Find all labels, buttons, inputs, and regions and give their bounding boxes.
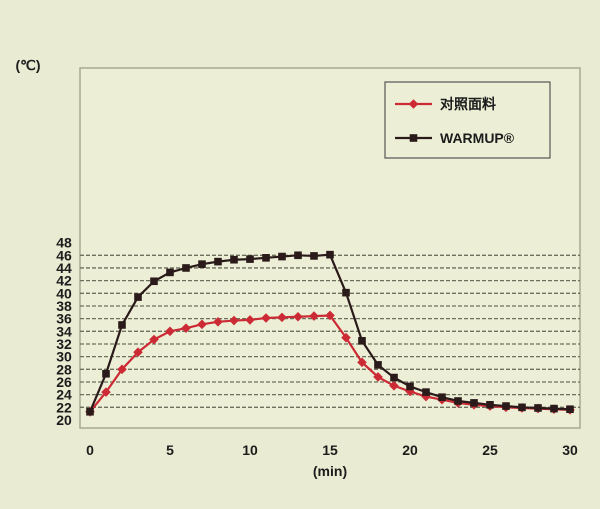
data-point	[390, 373, 398, 382]
data-point	[261, 313, 271, 323]
series-warmup	[86, 250, 574, 416]
data-point	[470, 399, 478, 407]
y-tick-label: 24	[56, 387, 72, 403]
data-point	[134, 293, 142, 301]
data-point	[373, 372, 383, 382]
y-tick-label: 40	[56, 285, 72, 301]
data-point	[358, 337, 366, 345]
legend-item: WARMUP®	[395, 130, 515, 146]
data-point	[294, 251, 302, 260]
data-point	[326, 250, 334, 259]
data-point	[357, 357, 367, 368]
data-point	[150, 277, 158, 286]
data-point	[213, 317, 223, 327]
data-point	[342, 288, 350, 297]
legend-box	[384, 81, 551, 159]
data-point	[149, 334, 159, 345]
data-point	[214, 257, 222, 266]
data-point	[310, 252, 318, 260]
data-point	[534, 404, 542, 412]
data-point	[389, 380, 399, 391]
legend-item: 对照面料	[395, 96, 496, 112]
y-tick-label: 32	[56, 336, 72, 352]
data-point	[182, 264, 190, 272]
y-tick-label: 30	[56, 349, 72, 365]
data-point	[374, 361, 382, 369]
x-tick-label: 25	[482, 442, 498, 458]
data-point	[181, 323, 191, 333]
data-point	[325, 310, 335, 321]
y-tick-label: 34	[56, 323, 72, 339]
y-tick-label: 42	[56, 273, 72, 289]
y-tick-label: 26	[56, 374, 72, 390]
data-point	[454, 397, 462, 405]
data-point	[408, 99, 419, 109]
y-tick-label: 46	[56, 247, 72, 263]
data-point	[518, 403, 526, 412]
data-point	[197, 319, 207, 330]
data-point	[566, 405, 574, 414]
data-point	[550, 404, 558, 413]
y-tick-label: 36	[56, 311, 72, 327]
x-tick-label: 10	[242, 442, 258, 458]
data-point	[245, 315, 255, 325]
x-tick-label: 0	[86, 442, 94, 458]
data-point	[262, 254, 270, 262]
data-point	[309, 311, 319, 321]
data-point	[101, 387, 111, 397]
data-point	[165, 326, 175, 337]
x-tick-label: 20	[402, 442, 418, 458]
data-point	[166, 268, 174, 277]
y-tick-label: 44	[56, 260, 72, 276]
x-tick-label: 5	[166, 442, 174, 458]
data-point	[406, 382, 414, 391]
series-layer	[85, 250, 575, 417]
data-point	[246, 255, 254, 263]
data-point	[422, 388, 430, 396]
data-point	[409, 134, 418, 142]
y-tick-label: 38	[56, 298, 72, 314]
x-axis-label: (min)	[313, 463, 347, 479]
y-tick-label: 28	[56, 361, 72, 377]
y-axis-label: (℃)	[15, 57, 40, 73]
data-point	[117, 364, 127, 375]
data-point	[118, 321, 126, 329]
data-point	[198, 260, 206, 268]
data-point	[341, 332, 351, 343]
x-axis-ticks: 0 5 10 15 20 25 30	[86, 442, 578, 458]
data-point	[229, 315, 239, 326]
y-tick-label: 20	[56, 412, 72, 428]
data-point	[277, 312, 287, 323]
y-tick-label: 22	[56, 399, 72, 415]
data-point	[293, 311, 303, 322]
x-tick-label: 30	[562, 442, 578, 458]
legend: 对照面料 WARMUP®	[384, 81, 551, 159]
data-point	[502, 402, 510, 410]
x-tick-label: 15	[322, 442, 338, 458]
legend-label: WARMUP®	[440, 130, 515, 146]
data-point	[133, 347, 143, 358]
data-point	[278, 252, 286, 261]
data-point	[486, 400, 494, 409]
data-point	[102, 369, 110, 378]
data-point	[86, 407, 94, 416]
data-point	[438, 393, 446, 401]
y-tick-label: 48	[56, 235, 72, 251]
legend-label: 对照面料	[440, 96, 496, 112]
data-point	[230, 255, 238, 264]
